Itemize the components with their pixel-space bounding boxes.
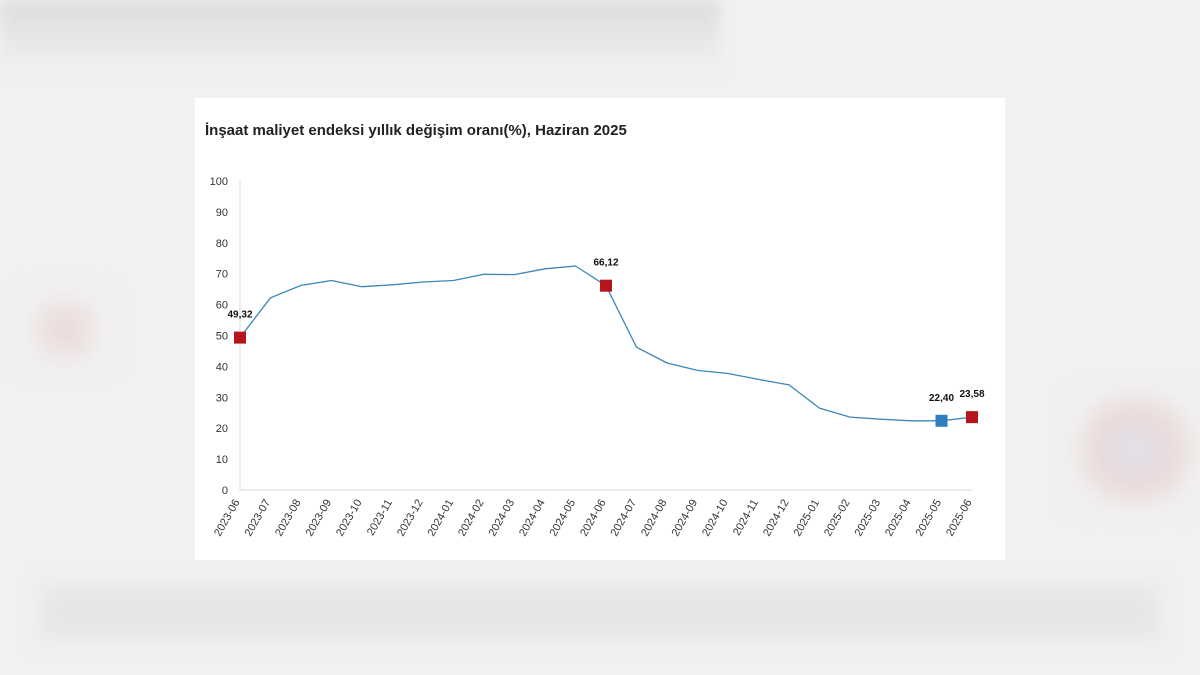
x-tick-label: 2023-10 <box>334 498 365 539</box>
x-tick-label: 2024-04 <box>517 498 548 539</box>
x-tick-label: 2024-07 <box>609 498 640 539</box>
x-tick-label: 2024-01 <box>426 498 457 539</box>
x-tick-label: 2023-06 <box>212 498 243 539</box>
x-tick-label: 2024-03 <box>487 498 518 539</box>
blurred-background-right <box>1070 395 1200 505</box>
x-tick-label: 2024-06 <box>578 498 609 539</box>
data-label: 66,12 <box>593 258 618 269</box>
x-tick-label: 2023-08 <box>273 498 304 539</box>
data-point-marker <box>966 411 978 424</box>
y-tick-label: 100 <box>210 176 228 188</box>
chart-title: İnşaat maliyet endeksi yıllık değişim or… <box>205 122 627 139</box>
data-point-marker <box>600 279 612 292</box>
data-label: 22,40 <box>929 393 954 404</box>
x-tick-label: 2024-09 <box>670 498 701 539</box>
x-tick-label: 2023-11 <box>365 498 395 538</box>
x-tick-label: 2024-02 <box>456 498 487 539</box>
x-tick-label: 2025-02 <box>822 498 853 539</box>
x-tick-label: 2024-11 <box>731 498 761 538</box>
data-point-marker <box>935 414 948 427</box>
blurred-background-left <box>20 290 110 370</box>
x-tick-label: 2025-04 <box>883 498 914 539</box>
y-tick-label: 90 <box>216 207 228 219</box>
y-tick-label: 40 <box>216 361 228 373</box>
x-tick-label: 2023-07 <box>243 498 274 539</box>
y-tick-label: 70 <box>216 269 228 281</box>
x-tick-label: 2023-09 <box>304 498 335 539</box>
data-point-marker <box>234 331 246 344</box>
y-tick-label: 20 <box>216 423 228 435</box>
x-tick-label: 2024-12 <box>761 498 792 539</box>
blurred-background-footer <box>40 585 1160 640</box>
x-tick-label: 2025-06 <box>944 498 975 539</box>
x-tick-label: 2025-01 <box>792 498 823 539</box>
chart-card: İnşaat maliyet endeksi yıllık değişim or… <box>195 98 1005 560</box>
y-tick-label: 80 <box>216 238 228 250</box>
x-tick-label: 2024-05 <box>548 498 579 539</box>
x-tick-label: 2025-05 <box>914 498 945 539</box>
y-tick-label: 50 <box>216 331 228 343</box>
y-tick-label: 30 <box>216 392 228 404</box>
x-tick-label: 2025-03 <box>853 498 884 539</box>
blurred-background-header <box>0 0 720 70</box>
y-tick-label: 0 <box>222 485 228 497</box>
x-tick-label: 2024-10 <box>700 498 731 539</box>
x-tick-label: 2023-12 <box>395 498 426 539</box>
y-tick-label: 10 <box>216 454 228 466</box>
data-label: 23,58 <box>959 389 984 400</box>
x-tick-label: 2024-08 <box>639 498 670 539</box>
y-tick-label: 60 <box>216 300 228 312</box>
data-label: 49,32 <box>227 310 252 321</box>
